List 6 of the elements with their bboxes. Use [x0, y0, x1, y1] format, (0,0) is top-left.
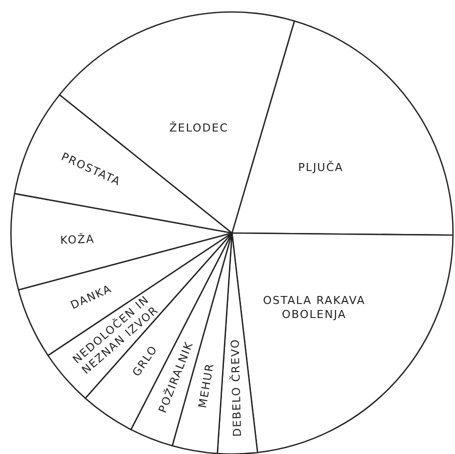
slice-label: DEBELO ČREVO [228, 338, 244, 437]
slice-label: OSTALA RAKAVA OBOLENJA [262, 294, 366, 321]
slice-label: MEHUR [196, 362, 217, 410]
slice-label: ŽELODEC [169, 120, 228, 135]
slice-label: KOŽA [60, 232, 95, 247]
slice-label: PLJUČA [298, 160, 344, 174]
